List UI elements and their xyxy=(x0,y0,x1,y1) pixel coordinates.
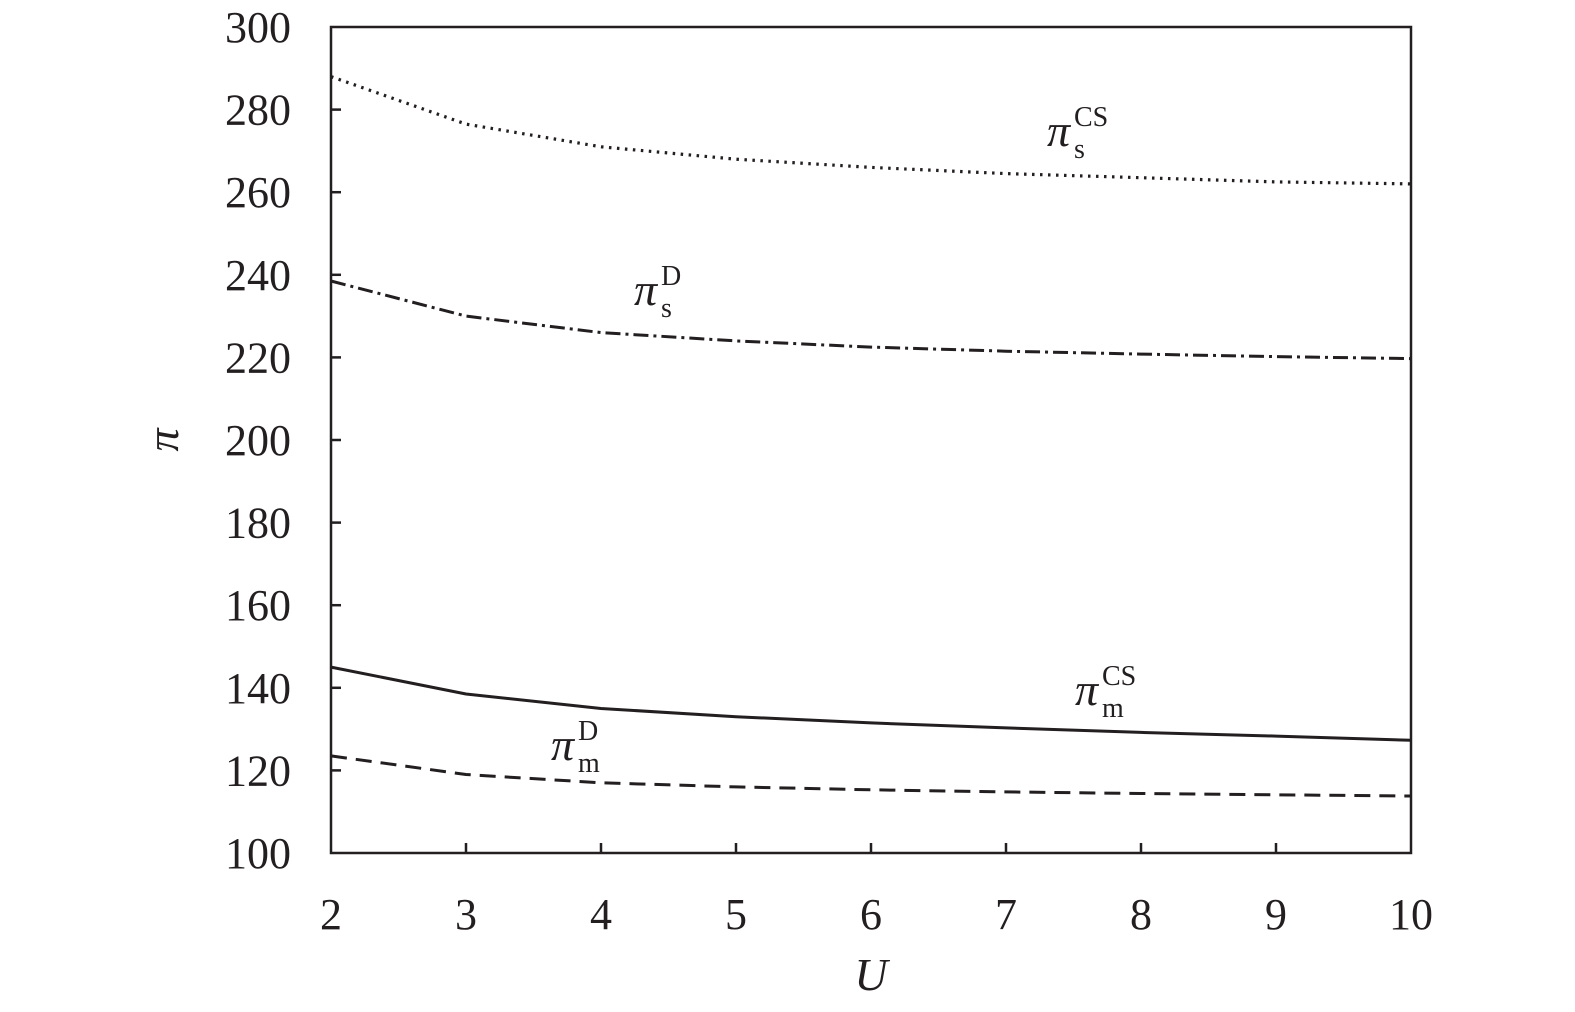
series-label-symbol: π xyxy=(1075,664,1100,715)
y-tick-label: 140 xyxy=(225,664,291,713)
x-tick-label: 6 xyxy=(860,890,882,939)
series-label-subscript: m xyxy=(1102,693,1124,724)
axis-tick-labels: 2 3 4 5 6 7 8 9 10 100 120 140 160 180 200 220 240 260 280… xyxy=(225,3,1433,939)
y-tick-label: 160 xyxy=(225,581,291,630)
axis-ticks xyxy=(331,108,1278,853)
series-label-1: π Ds xyxy=(634,261,681,324)
series-label-superscript: CS xyxy=(1102,661,1136,692)
series-label-3: π Dm xyxy=(551,716,600,779)
y-axis-title: π xyxy=(137,427,188,452)
series-label-subscript: m xyxy=(578,748,600,779)
series-label-subscript: s xyxy=(1074,134,1085,165)
series-label-symbol: π xyxy=(634,264,659,315)
series-label-symbol: π xyxy=(551,719,576,770)
y-tick-label: 200 xyxy=(225,416,291,465)
y-tick-label: 260 xyxy=(225,168,291,217)
series-label-symbol: π xyxy=(1047,105,1072,156)
x-tick-label: 3 xyxy=(455,890,477,939)
series-line-2 xyxy=(330,665,1412,742)
x-tick-label: 2 xyxy=(320,890,342,939)
plot-frame xyxy=(329,25,1413,855)
x-axis-title: U xyxy=(854,949,890,1000)
x-tick-label: 4 xyxy=(590,890,612,939)
x-tick-label: 9 xyxy=(1265,890,1287,939)
series-line-0 xyxy=(330,75,1412,186)
x-tick-label: 5 xyxy=(725,890,747,939)
y-tick-label: 100 xyxy=(225,829,291,878)
series-lines xyxy=(330,75,1412,798)
series-label-0: π CSs xyxy=(1047,102,1108,165)
y-tick-label: 280 xyxy=(225,86,291,135)
series-label-superscript: D xyxy=(578,716,598,747)
y-tick-label: 240 xyxy=(225,251,291,300)
series-line-1 xyxy=(330,279,1412,361)
x-tick-label: 8 xyxy=(1130,890,1152,939)
x-tick-label: 7 xyxy=(995,890,1017,939)
y-tick-label: 300 xyxy=(225,3,291,52)
series-label-superscript: CS xyxy=(1074,102,1108,133)
x-tick-label: 10 xyxy=(1389,890,1433,939)
series-label-subscript: s xyxy=(661,293,672,324)
series-label-2: π CSm xyxy=(1075,661,1136,724)
y-tick-label: 120 xyxy=(225,746,291,795)
y-tick-label: 180 xyxy=(225,499,291,548)
series-line-3 xyxy=(330,754,1412,798)
series-label-superscript: D xyxy=(661,261,681,292)
y-tick-label: 220 xyxy=(225,333,291,382)
